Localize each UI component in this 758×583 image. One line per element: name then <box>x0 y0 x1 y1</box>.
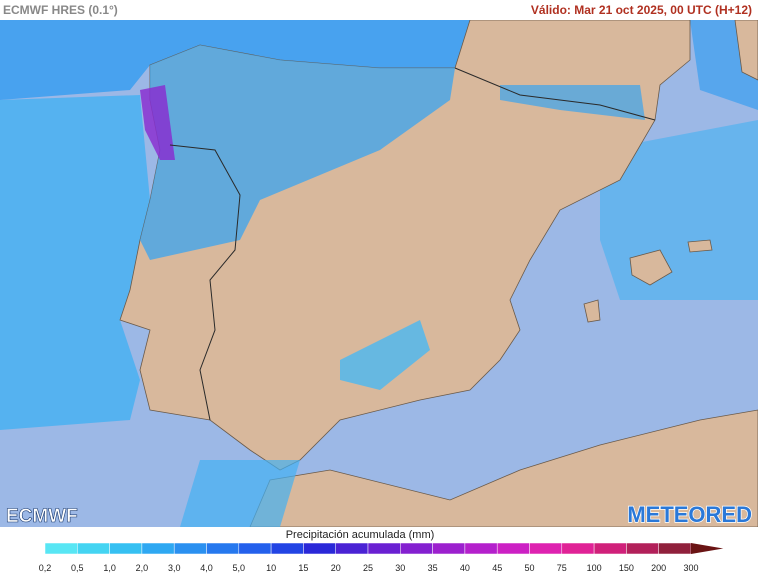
legend-swatch <box>464 542 498 555</box>
legend-label: 40 <box>460 563 470 573</box>
legend-label: 35 <box>428 563 438 573</box>
legend-label: 20 <box>331 563 341 573</box>
rain-area <box>0 20 470 100</box>
island <box>687 239 713 253</box>
island <box>583 299 601 323</box>
rain-area <box>340 320 430 390</box>
rain-area <box>600 120 758 300</box>
legend-swatch <box>335 542 369 555</box>
legend-swatch <box>400 542 433 555</box>
legend-label: 50 <box>524 563 534 573</box>
legend-label: 0,2 <box>39 563 52 573</box>
legend-label: 10 <box>266 563 276 573</box>
rain-area <box>0 95 150 430</box>
legend-label: 3,0 <box>168 563 181 573</box>
legend-label: 25 <box>363 563 373 573</box>
border <box>454 67 656 121</box>
header-bar <box>0 0 758 20</box>
legend-swatch <box>173 542 207 555</box>
legend-swatch <box>206 542 240 555</box>
legend-swatch <box>496 542 530 555</box>
legend-swatch <box>561 542 595 555</box>
valid-time: Válido: Mar 21 oct 2025, 00 UTC (H+12) <box>531 3 752 17</box>
rain-area <box>180 460 300 527</box>
legend-label: 30 <box>395 563 405 573</box>
island <box>629 249 673 286</box>
legend-label: 45 <box>492 563 502 573</box>
border <box>169 144 241 421</box>
legend-label: 200 <box>651 563 666 573</box>
rain-area <box>500 85 645 120</box>
legend-label: 0,5 <box>71 563 84 573</box>
legend-label: 150 <box>619 563 634 573</box>
legend-swatch <box>303 542 336 555</box>
legend-swatch <box>44 542 78 555</box>
legend-swatch <box>432 542 466 555</box>
heavy-rain <box>140 85 175 160</box>
legend-label: 4,0 <box>200 563 213 573</box>
legend-swatch <box>77 542 110 555</box>
legend-swatch <box>270 542 304 555</box>
legend-arrow <box>691 543 724 554</box>
ecmwf-logo: ECMWF <box>6 506 78 527</box>
legend-swatch <box>658 542 692 555</box>
legend-swatch <box>109 542 143 555</box>
legend-swatch <box>529 542 563 555</box>
legend-label: 2,0 <box>136 563 149 573</box>
legend-label: 15 <box>298 563 308 573</box>
africa-land <box>249 409 758 528</box>
legend-swatch <box>238 542 272 555</box>
rain-area <box>140 45 455 260</box>
meteored-logo: METEORED <box>627 502 752 527</box>
legend-swatch <box>141 542 175 555</box>
map <box>0 19 758 528</box>
legend-swatch <box>367 542 401 555</box>
legend-label: 5,0 <box>233 563 246 573</box>
legend-label: 1,0 <box>103 563 116 573</box>
legend-label: 300 <box>683 563 698 573</box>
legend-swatch <box>626 542 659 555</box>
legend: 0,2 0,5 1,0 2,0 3,0 4,0 5,0 10 15 20 25 30 35 40 45 50 7… <box>39 542 724 573</box>
legend-swatch <box>593 542 627 555</box>
legend-label: 100 <box>587 563 602 573</box>
legend-title: Precipitación acumulada (mm) <box>286 529 435 541</box>
model-title: ECMWF HRES (0.1°) <box>3 3 118 17</box>
legend-label: 75 <box>557 563 567 573</box>
